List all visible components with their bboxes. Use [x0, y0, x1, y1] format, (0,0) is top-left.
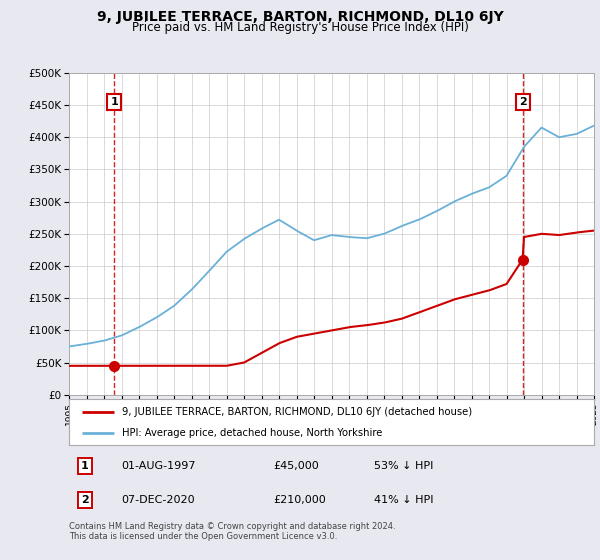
- Text: 9, JUBILEE TERRACE, BARTON, RICHMOND, DL10 6JY: 9, JUBILEE TERRACE, BARTON, RICHMOND, DL…: [97, 10, 503, 24]
- Text: 1: 1: [81, 461, 89, 471]
- Text: £45,000: £45,000: [274, 461, 320, 471]
- Text: £210,000: £210,000: [274, 495, 326, 505]
- Text: 07-DEC-2020: 07-DEC-2020: [121, 495, 195, 505]
- Text: Price paid vs. HM Land Registry's House Price Index (HPI): Price paid vs. HM Land Registry's House …: [131, 21, 469, 34]
- Text: 9, JUBILEE TERRACE, BARTON, RICHMOND, DL10 6JY (detached house): 9, JUBILEE TERRACE, BARTON, RICHMOND, DL…: [121, 407, 472, 417]
- Text: 2: 2: [81, 495, 89, 505]
- Text: 53% ↓ HPI: 53% ↓ HPI: [373, 461, 433, 471]
- Text: 2: 2: [519, 97, 526, 107]
- Text: Contains HM Land Registry data © Crown copyright and database right 2024.
This d: Contains HM Land Registry data © Crown c…: [69, 522, 395, 542]
- Text: 41% ↓ HPI: 41% ↓ HPI: [373, 495, 433, 505]
- Text: 1: 1: [110, 97, 118, 107]
- Text: HPI: Average price, detached house, North Yorkshire: HPI: Average price, detached house, Nort…: [121, 428, 382, 438]
- Text: 01-AUG-1997: 01-AUG-1997: [121, 461, 196, 471]
